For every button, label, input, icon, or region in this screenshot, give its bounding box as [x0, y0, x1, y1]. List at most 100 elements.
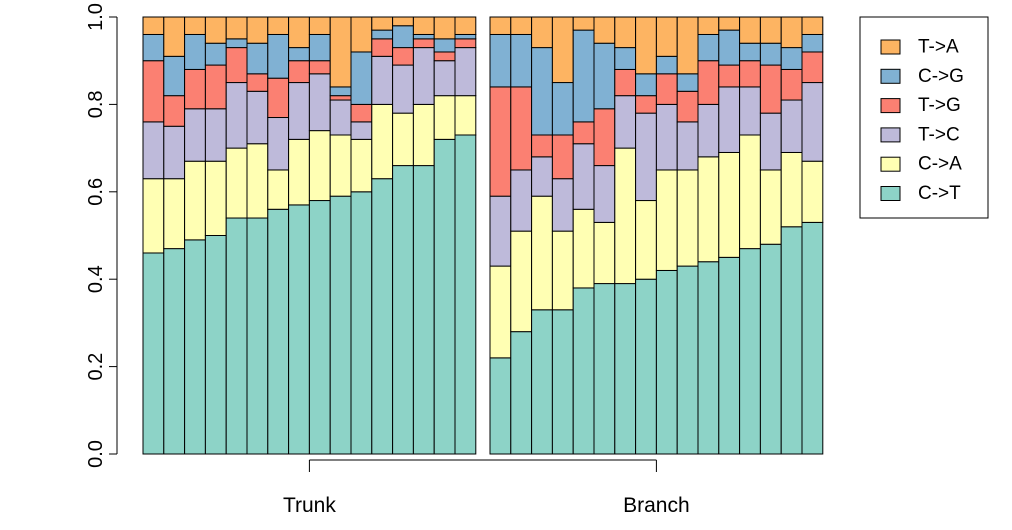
bar-segment-c-to-g — [510, 33, 533, 88]
bar-segment-t-to-a — [308, 16, 331, 35]
bar-segment-t-to-a — [246, 16, 269, 44]
bar-segment-t-to-c — [329, 99, 352, 136]
bar-segment-c-to-g — [739, 42, 761, 62]
y-tick-label: 0.0 — [85, 440, 107, 468]
bar-segment-c-to-g — [801, 33, 824, 53]
bar-segment-t-to-c — [676, 121, 699, 171]
bar-segment-c-to-g — [329, 86, 352, 97]
bar-segment-t-to-g — [142, 60, 165, 123]
bar-segment-t-to-g — [593, 108, 616, 167]
bar-segment-c-to-t — [163, 248, 186, 455]
bar-segment-c-to-a — [780, 151, 803, 228]
bar-segment-t-to-c — [739, 86, 761, 136]
bar-segment-c-to-g — [225, 38, 248, 49]
bar-segment-t-to-g — [454, 38, 477, 49]
bar-segment-t-to-c — [635, 112, 657, 202]
bar-segment-t-to-g — [655, 73, 678, 105]
bar-segment-t-to-c — [225, 82, 248, 149]
bar-segment-c-to-t — [225, 217, 248, 455]
bar-segment-t-to-g — [350, 103, 373, 123]
bar-segment-c-to-a — [225, 147, 248, 219]
bar-segment-t-to-a — [489, 16, 512, 35]
bar-segment-c-to-g — [531, 47, 553, 136]
bar-segment-c-to-g — [184, 33, 206, 70]
bar-segment-c-to-a — [635, 200, 657, 280]
bar-segment-c-to-g — [676, 73, 699, 92]
bar-segment-t-to-a — [267, 16, 290, 35]
bar-segment-t-to-c — [593, 165, 616, 223]
bar-segment-t-to-c — [510, 169, 533, 232]
bar-segment-t-to-a — [801, 16, 824, 35]
bar-segment-c-to-t — [392, 165, 414, 455]
bar-segment-c-to-a — [267, 169, 290, 210]
bar-segment-t-to-a — [655, 16, 678, 57]
bar-segment-t-to-g — [225, 47, 248, 84]
bar-segment-t-to-a — [531, 16, 553, 49]
bar-segment-c-to-t — [288, 204, 310, 455]
bar-segment-c-to-t — [801, 221, 824, 455]
bar-segment-c-to-t — [655, 269, 678, 455]
bar-segment-c-to-g — [655, 55, 678, 75]
bar-segment-c-to-a — [350, 138, 373, 193]
bar-segment-t-to-g — [184, 68, 206, 110]
bar-segment-c-to-t — [204, 235, 227, 455]
bar-segment-t-to-a — [392, 16, 414, 27]
bar-segment-t-to-c — [184, 108, 206, 162]
bar-segment-c-to-t — [308, 200, 331, 455]
bar-segment-t-to-c — [697, 103, 720, 158]
bar-segment-t-to-a — [454, 16, 477, 35]
bar-segment-c-to-a — [718, 151, 741, 258]
bar-segment-t-to-c — [718, 86, 741, 153]
legend-label-t-to-a: T->A — [918, 37, 959, 58]
bar-segment-t-to-a — [288, 16, 310, 49]
bar-segment-t-to-c — [412, 47, 435, 105]
bar-segment-c-to-a — [655, 169, 678, 271]
bar-segment-t-to-a — [163, 16, 186, 57]
bar-segment-t-to-c — [572, 143, 595, 210]
bar-segment-c-to-g — [593, 42, 616, 110]
legend-label-t-to-g: T->G — [918, 95, 961, 116]
bar-segment-t-to-g — [759, 64, 782, 114]
bar-segment-t-to-g — [489, 86, 512, 197]
bar-segment-c-to-g — [572, 29, 595, 123]
bar-segment-t-to-a — [412, 16, 435, 35]
bar-segment-t-to-g — [246, 73, 269, 92]
bar-segment-c-to-t — [246, 217, 269, 455]
legend-label-c-to-t: C->T — [918, 183, 961, 204]
bar-segment-c-to-t — [510, 331, 533, 455]
bar-segment-t-to-a — [551, 16, 574, 84]
legend-swatch-t-to-a — [880, 39, 901, 55]
bar-segment-c-to-g — [371, 29, 394, 40]
bar-segment-c-to-a — [184, 160, 206, 241]
bar-segment-c-to-t — [697, 261, 720, 455]
bar-segment-c-to-a — [531, 195, 553, 311]
bar-segment-c-to-a — [572, 208, 595, 289]
bar-segment-c-to-g — [780, 47, 803, 70]
bar-segment-c-to-a — [676, 169, 699, 267]
panel-trunk — [142, 16, 477, 455]
bar-segment-t-to-a — [759, 16, 782, 44]
bar-segment-c-to-t — [739, 248, 761, 455]
bar-segment-c-to-t — [551, 309, 574, 455]
bar-segment-t-to-g — [329, 95, 352, 101]
bar-segment-t-to-c — [531, 156, 553, 197]
y-tick-label: 0.4 — [85, 265, 107, 293]
legend-label-c-to-g: C->G — [918, 66, 964, 87]
bar-segment-t-to-g — [412, 38, 435, 49]
bar-segment-t-to-c — [454, 47, 477, 97]
bar-segment-t-to-c — [489, 195, 512, 267]
bar-segment-c-to-t — [412, 165, 435, 455]
bar-segment-t-to-g — [267, 77, 290, 119]
bar-segment-t-to-a — [635, 16, 657, 75]
bar-segment-c-to-g — [246, 42, 269, 75]
bar-segment-t-to-a — [697, 16, 720, 35]
bar-segment-c-to-a — [392, 112, 414, 167]
bar-segment-t-to-g — [551, 134, 574, 180]
bar-segment-t-to-g — [635, 95, 657, 114]
bar-segment-c-to-a — [454, 95, 477, 136]
bar-segment-t-to-g — [204, 64, 227, 110]
bar-segment-t-to-a — [614, 16, 637, 49]
bar-segment-t-to-g — [697, 60, 720, 105]
bar-segment-c-to-t — [780, 226, 803, 455]
